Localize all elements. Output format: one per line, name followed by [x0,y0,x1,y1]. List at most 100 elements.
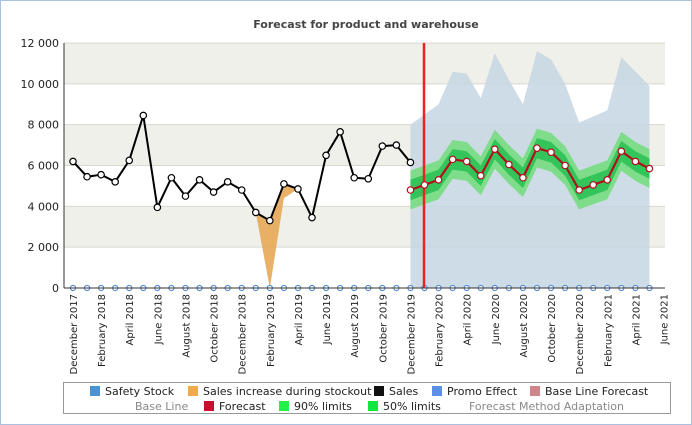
legend-label: Base Line [135,400,189,413]
legend-item-forecast-method-adaptation[interactable]: Forecast Method Adaptation [469,399,624,414]
y-tick-label: 10 000 [21,78,60,91]
x-tick-label: October 2018 [210,294,221,363]
series-lines [69,43,654,288]
base-line-forecast-swatch [530,386,540,396]
legend-label: 90% limits [294,400,352,413]
forecast-point [420,181,429,189]
stockout-area-shape [241,183,298,288]
sales-point [364,174,373,183]
legend-item-base-line[interactable]: Base Line [135,399,188,414]
sales-point [223,178,232,186]
y-tick-label: 4 000 [28,200,60,213]
x-tick-label: December 2017 [69,294,80,374]
x-tick-label: December 2019 [406,294,417,374]
y-axis-ticks: 0 2 000 4 000 6 000 8 000 10 000 12 000 [21,37,60,295]
forecast-chart: Forecast for product and warehouse 0 2 00… [21,18,671,374]
legend-label: Forecast Method Adaptation [469,400,624,413]
legend-row-2: Base Line Forecast 90% limits 50% limits… [64,399,670,414]
y-tick-label: 8 000 [28,119,60,132]
sales-point [322,151,330,160]
forecast-point [631,157,640,166]
forecast-point [589,181,598,189]
legend-item-safety-stock[interactable]: Safety Stock [90,384,174,399]
x-tick-label: February 2020 [435,294,446,367]
forecast-point [603,175,612,184]
x-tick-label: December 2018 [238,294,249,374]
sales-point [167,173,176,182]
legend-label: Promo Effect [447,385,518,398]
x-tick-label: August 2019 [350,294,361,358]
sales-point [69,157,77,166]
sales-point [350,173,359,182]
legend-label: Base Line Forecast [545,385,649,398]
sales-point [392,141,401,149]
legend-item-sales[interactable]: Sales [374,384,418,399]
legend: Safety Stock Sales increase during stock… [63,382,671,414]
x-tick-label: April 2020 [463,294,474,345]
limits-90-swatch [279,401,289,411]
forecast-point [490,145,499,153]
forecast-swatch [204,401,214,411]
x-tick-label: October 2019 [378,294,389,363]
sales-point [209,188,218,196]
sales-point [308,213,316,222]
forecast-point [462,157,471,166]
legend-item-base-line-forecast[interactable]: Base Line Forecast [530,384,648,399]
x-tick-label: October 2020 [547,294,558,363]
legend-label: 50% limits [383,400,441,413]
sales-point [181,192,190,200]
forecast-point [617,147,626,156]
sales-point [266,216,274,225]
x-tick-label: June 2020 [491,294,502,345]
legend-item-50-limits[interactable]: 50% limits [368,399,441,414]
x-tick-label: April 2021 [631,294,642,345]
sales-point [237,186,246,194]
legend-item-90-limits[interactable]: 90% limits [279,399,352,414]
x-tick-label: August 2018 [181,294,192,358]
forecast-line [410,147,650,192]
x-tick-label: February 2018 [97,294,108,367]
x-tick-label: August 2020 [519,294,530,358]
sales-point [251,208,260,217]
x-tick-label: April 2019 [294,294,305,345]
legend-label: Sales [389,385,419,398]
plot-band [64,43,665,84]
y-tick-label: 12 000 [21,37,60,50]
sales-swatch [374,386,384,396]
sales-point [139,111,148,120]
forecast-point [406,186,415,194]
forecast-point [476,171,485,180]
sales-point [83,172,91,181]
forecast-point [519,173,527,182]
legend-item-forecast[interactable]: Forecast [204,399,266,414]
forecast-point [533,144,541,152]
y-tick-label: 0 [52,282,59,295]
legend-label: Safety Stock [105,385,175,398]
forecast-point [575,186,583,194]
x-tick-label: February 2021 [603,294,614,367]
forecast-point [561,161,569,170]
legend-item-sales-increase-during-stockout[interactable]: Sales increase during stockout [188,384,371,399]
sales-point [153,203,162,212]
sales-point [97,170,105,179]
forecast-point [645,164,654,173]
forecast-point [448,155,457,164]
safety-stock-swatch [90,386,100,396]
legend-item-promo-effect[interactable]: Promo Effect [432,384,517,399]
sales-point [280,180,288,188]
promo-effect-swatch [432,386,442,396]
x-tick-label: April 2018 [125,294,136,345]
legend-label: Sales increase during stockout [203,385,372,398]
sales-point [406,158,415,167]
y-tick-label: 6 000 [28,160,60,173]
axes [63,43,665,289]
forecast-point [505,160,513,169]
sales-point [111,178,119,186]
forecast-point [547,148,555,157]
chart-title: Forecast for product and warehouse [253,18,479,31]
x-axis-ticks: December 2017 February 2018 April 2018 June… [69,294,671,374]
legend-row-1: Safety Stock Sales increase during stock… [64,384,670,399]
limits-50-swatch [368,401,378,411]
x-tick-label: June 2019 [322,294,333,345]
